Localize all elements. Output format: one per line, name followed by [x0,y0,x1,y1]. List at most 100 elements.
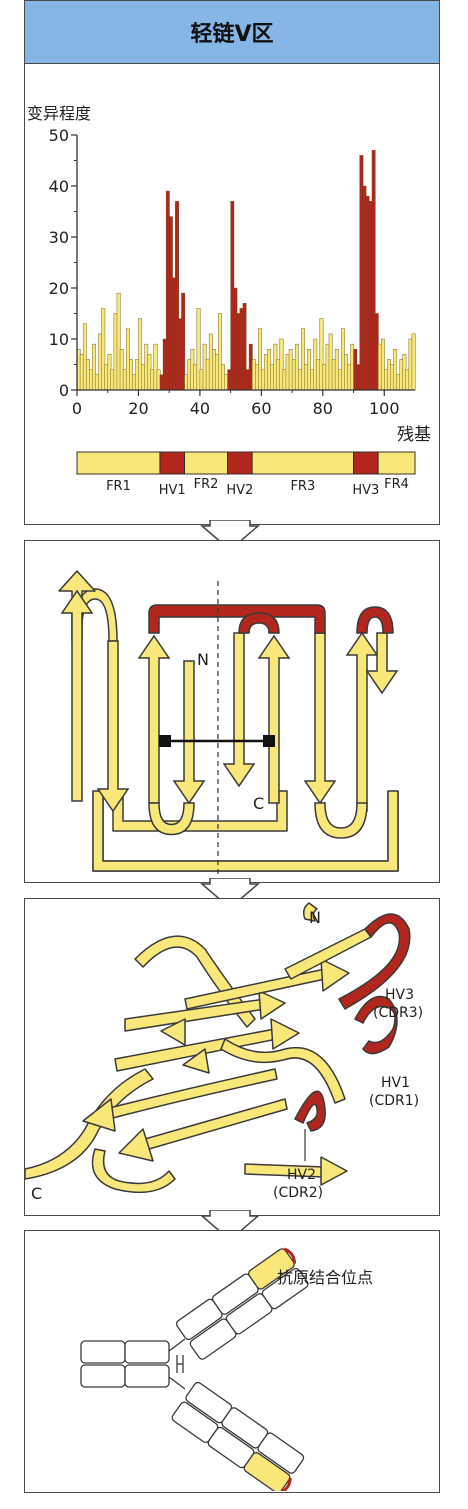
bar [239,308,244,391]
bar [276,359,281,391]
bar [147,354,152,391]
bar [374,313,379,391]
bar [347,364,351,391]
bar [113,313,118,391]
region-label: HV1 [159,483,186,498]
bar [362,185,367,391]
bar [301,328,305,391]
bar [325,343,330,391]
bar [307,349,312,391]
bar [184,374,189,391]
bar [190,349,195,391]
bar [165,190,170,391]
x-tick-label: 60 [251,399,271,418]
bar [172,277,176,391]
bar [322,364,327,391]
bar [396,374,401,391]
bar [344,354,348,391]
bar [304,364,308,391]
antibody-diagram: 抗原结合位点 [80,1247,373,1491]
bar [258,328,262,391]
down-arrow-2 [200,878,260,909]
bar [384,369,388,391]
bar [356,364,361,391]
bar [138,318,143,391]
c-terminus-label: C [253,794,264,813]
hv2-label: HV2 [287,1167,316,1183]
bar [199,369,204,391]
beta-strand [303,632,337,805]
antibody-panel: 抗原结合位点 [24,1230,440,1493]
bar [156,369,161,391]
bar [98,333,103,391]
bar [224,374,229,391]
bar [365,195,370,391]
bar [399,359,404,391]
bar [264,354,269,391]
hv3-label: HV3 [385,987,414,1003]
variability-panel: 轻链V区 变异程度 0 10 20 30 40 50 0 20 40 60 80 100 残基 FR1 HV1… [24,0,440,525]
region-segment [76,451,161,475]
beta-strand [96,640,130,813]
bar [282,369,287,391]
down-arrow-1 [200,520,260,551]
x-tick-label: 0 [72,399,82,418]
bar [359,155,364,391]
bar [377,343,382,391]
bar [390,364,394,391]
x-tick-label: 100 [369,399,400,418]
bar [285,354,290,391]
bar [368,201,373,391]
bar [227,369,232,391]
bar [129,359,133,391]
region-segment [227,451,253,475]
bar [261,369,265,391]
bar [178,318,182,391]
beta-strand [137,634,171,804]
bar [218,313,222,391]
bar [153,343,158,391]
bar [122,369,127,391]
bar [116,292,121,391]
bar [245,369,250,391]
bar [110,369,115,391]
hv3-loop [337,913,411,1011]
ribbon-panel: N C HV3 (CDR3) HV1 (CDR1) HV2 (CDR2) [24,898,440,1216]
y-tick-label: 30 [49,228,69,247]
hv1-loop [353,995,398,1055]
bar [205,359,210,391]
bar [135,359,139,391]
bar [79,354,84,391]
bar [255,364,259,391]
panel-title: 轻链V区 [25,1,439,64]
hv-loop-top [148,604,326,634]
n-terminus-label-3d: N [309,908,321,927]
bar [233,287,238,391]
y-tick-label: 50 [49,126,69,145]
cysteine-left [159,735,171,747]
bar [341,328,345,391]
bar [310,369,315,391]
bar [408,338,413,391]
bar [101,308,106,391]
region-label: HV3 [352,483,379,498]
bar [202,343,207,391]
region-label: FR3 [290,479,315,494]
bar [95,374,100,391]
bar [353,349,358,391]
x-axis-label: 残基 [397,425,431,445]
cdr3-label: (CDR3) [373,1005,423,1021]
y-tick-label: 20 [49,279,69,298]
n-terminus-label: N [197,650,209,669]
x-tick-label: 80 [313,399,333,418]
region-segment [377,451,416,475]
bar [168,216,173,391]
bar [251,359,256,391]
bar [181,292,186,391]
bar [236,313,241,391]
x-tick-label: 40 [190,399,210,418]
bar [221,364,225,391]
hv1-label: HV1 [381,1075,410,1091]
bar [89,369,93,391]
bar [119,349,124,391]
